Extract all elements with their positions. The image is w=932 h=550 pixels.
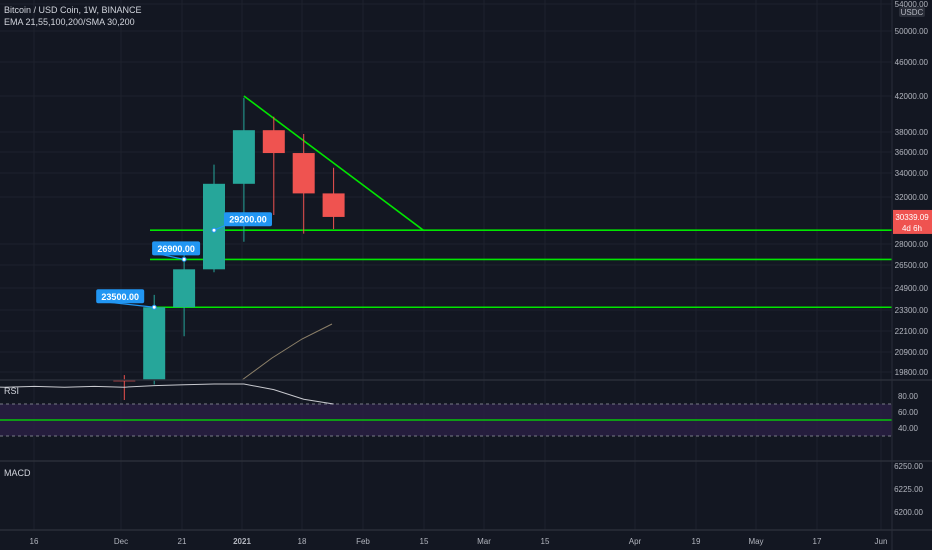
rsi-tick-label-2: 40.00 [898, 424, 919, 433]
price-tick-label-5: 36000.00 [895, 148, 929, 157]
rsi-pane-label[interactable]: RSI [4, 386, 20, 396]
candle-body [292, 153, 315, 194]
symbol-title[interactable]: Bitcoin / USD Coin, 1W, BINANCE [4, 5, 142, 15]
price-tick-label-9: 26500.00 [895, 261, 929, 270]
annotation-2[interactable]: 23500.00 [96, 289, 157, 310]
price-tag-bg [893, 209, 932, 234]
price-tick-label-6: 34000.00 [895, 169, 929, 178]
price-tick-label-12: 22100.00 [895, 327, 929, 336]
price-tick-label-13: 20900.00 [895, 348, 929, 357]
annotation-box [224, 212, 272, 227]
candle-2021-01-11[interactable] [262, 116, 285, 215]
price-annotations[interactable]: 29200.00 26900.00 23500.00 [96, 212, 272, 310]
annotation-1[interactable]: 26900.00 [152, 241, 201, 262]
time-tick-label-7: Mar [477, 537, 491, 546]
price-tick-label-7: 32000.00 [895, 193, 929, 202]
annotation-label: 29200.00 [229, 215, 267, 225]
annotation-label: 23500.00 [101, 292, 139, 302]
candle-2021-01-18[interactable] [292, 134, 315, 234]
chart-legend: Bitcoin / USD Coin, 1W, BINANCE EMA 21,5… [4, 4, 142, 28]
candle-2021-01-25[interactable] [322, 167, 345, 230]
time-tick-label-5: Feb [356, 537, 370, 546]
ema-trace [241, 323, 333, 381]
time-tick-label-11: May [748, 537, 763, 546]
time-tick-label-8: 15 [541, 537, 550, 546]
support-levels[interactable] [150, 229, 892, 309]
last-price-tag: 30339.09 4d 6h [893, 209, 932, 234]
price-axis[interactable]: 54000.00 50000.00 46000.00 42000.00 38000.00… [894, 0, 928, 517]
time-tick-label-12: 17 [813, 537, 822, 546]
price-tick-label-0: 54000.00 [895, 0, 929, 9]
time-axis[interactable]: 16 Dec 21 2021 18 Feb 15 Mar 15 Apr 19 May 17 Jun [30, 537, 888, 546]
annotation-anchor [151, 304, 157, 310]
candle-body [143, 307, 166, 381]
candle-body [203, 183, 225, 270]
candles[interactable] [113, 97, 345, 400]
price-tick-label-8: 28000.00 [895, 240, 929, 249]
price-tick-label-4: 38000.00 [895, 128, 929, 137]
candle-body [173, 269, 196, 308]
candle-body [322, 193, 345, 217]
rsi-tick-label-1: 60.00 [898, 408, 919, 417]
currency-badge-text: USDC [901, 8, 924, 17]
ema-line [241, 323, 333, 381]
time-tick-label-3: 2021 [233, 537, 251, 546]
annotation-box [96, 289, 145, 304]
time-tick-label-2: 21 [178, 537, 187, 546]
currency-badge[interactable]: USDC [899, 7, 925, 17]
price-tick-label-11: 23300.00 [895, 306, 929, 315]
time-tick-label-6: 15 [420, 537, 429, 546]
candle-body [232, 130, 255, 184]
rsi-series [0, 383, 334, 405]
currency-badge-bg [899, 7, 925, 17]
price-tick-label-2: 46000.00 [895, 58, 929, 67]
annotation-label: 26900.00 [157, 244, 195, 254]
indicator-legend[interactable]: EMA 21,55,100,200/SMA 30,200 [4, 17, 135, 27]
time-tick-label-13: Jun [875, 537, 888, 546]
price-tick-label-1: 50000.00 [895, 27, 929, 36]
macd-tick-label-2: 6200.00 [894, 508, 923, 517]
time-tick-label-0: 16 [30, 537, 39, 546]
time-tick-label-1: Dec [114, 537, 128, 546]
macd-pane-label[interactable]: MACD [4, 468, 31, 478]
rsi-tick-label-0: 80.00 [898, 392, 919, 401]
macd-tick-label-0: 6250.00 [894, 462, 923, 471]
annotation-anchor [181, 256, 187, 262]
price-tick-label-14: 19800.00 [895, 368, 929, 377]
rsi-band [0, 403, 892, 437]
candle-2020-12-14[interactable] [143, 294, 166, 385]
grid-lines [0, 0, 892, 530]
price-tag-countdown: 4d 6h [902, 224, 922, 233]
time-tick-label-9: Apr [629, 537, 642, 546]
macd-tick-label-1: 6225.00 [894, 485, 923, 494]
candle-body [262, 130, 285, 154]
candle-2020-12-28[interactable] [203, 164, 225, 273]
annotation-box [152, 241, 201, 256]
price-tag-value: 30339.09 [895, 213, 929, 222]
price-tick-label-3: 42000.00 [895, 92, 929, 101]
annotation-anchor [211, 227, 217, 233]
price-tick-label-10: 24900.00 [895, 284, 929, 293]
time-tick-label-4: 18 [298, 537, 307, 546]
time-tick-label-10: 19 [692, 537, 701, 546]
annotation-0[interactable]: 29200.00 [211, 212, 272, 233]
rsi-line [0, 383, 334, 405]
